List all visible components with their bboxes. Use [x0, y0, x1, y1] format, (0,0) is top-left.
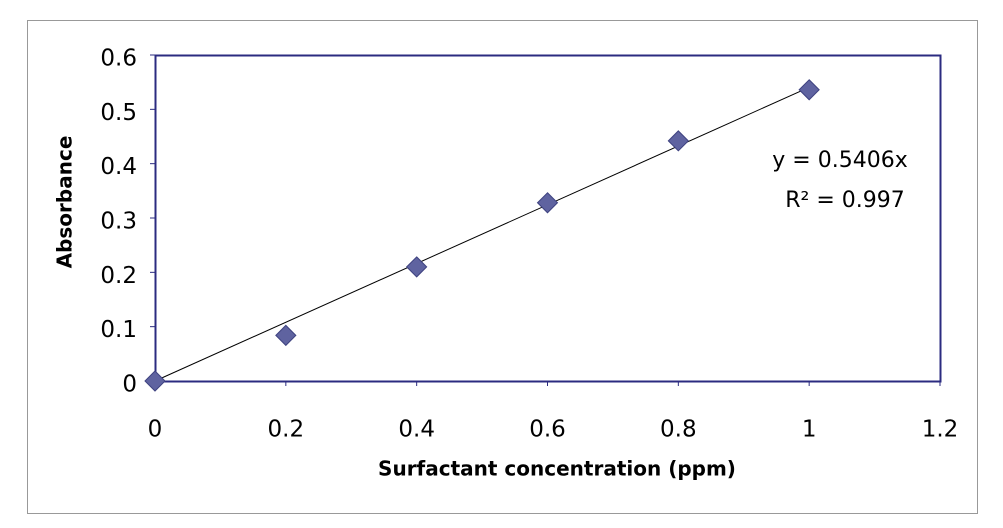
trendline — [154, 86, 810, 382]
x-tick-label: 0.6 — [529, 417, 566, 443]
y-tick-label: 0.4 — [100, 154, 137, 180]
marker — [536, 192, 559, 214]
trendline-equation: y = 0.5406x — [772, 148, 907, 173]
r-squared: R² = 0.997 — [785, 188, 905, 213]
plot-area — [154, 54, 942, 383]
x-tick-label: 0.2 — [268, 417, 305, 443]
y-tick-label: 0.5 — [100, 100, 137, 126]
x-tick-label: 0 — [148, 417, 163, 443]
y-tick-label: 0.1 — [100, 317, 137, 343]
y-tick-label: 0.6 — [100, 46, 137, 72]
y-tick-label: 0.3 — [100, 209, 137, 235]
y-axis-title: Absorbance — [53, 136, 77, 269]
x-axis-title: Surfactant concentration (ppm) — [378, 457, 736, 481]
marker — [275, 324, 297, 347]
x-tick-label: 0.8 — [660, 417, 697, 443]
marker — [667, 130, 690, 152]
marker — [798, 79, 820, 101]
y-tick-label: 0 — [122, 372, 137, 398]
x-tick-label: 0.4 — [398, 417, 435, 443]
marker — [405, 256, 428, 278]
marker — [144, 370, 166, 392]
x-tick-label: 1 — [802, 417, 817, 443]
y-tick-label: 0.2 — [100, 263, 137, 289]
x-tick-label: 1.2 — [922, 417, 959, 443]
